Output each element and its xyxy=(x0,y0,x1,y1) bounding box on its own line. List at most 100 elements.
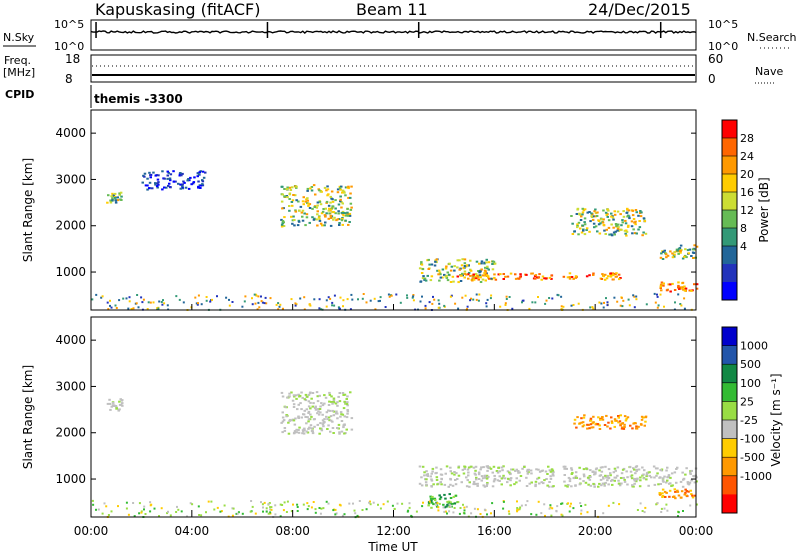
power-cell xyxy=(582,228,585,231)
vel-cell xyxy=(292,419,296,422)
vel-clutter-cell xyxy=(462,503,464,506)
power-cell xyxy=(642,217,646,220)
vel-cell xyxy=(645,473,649,476)
power-cell xyxy=(622,210,625,213)
vel-clutter-cell xyxy=(223,504,226,507)
power-cell xyxy=(449,269,453,272)
vel-cell xyxy=(540,470,543,472)
vel-cell xyxy=(621,426,624,429)
vel-cell xyxy=(330,401,333,403)
power-clutter-cell xyxy=(613,296,616,299)
power-cell xyxy=(611,216,615,219)
vel-cell xyxy=(676,466,679,469)
power-clutter-cell xyxy=(656,293,658,296)
power-cell xyxy=(518,276,522,279)
vel-cell xyxy=(659,483,662,485)
vel-cell xyxy=(660,468,664,471)
vel-cell xyxy=(491,471,494,474)
vel-cell xyxy=(423,471,426,474)
power-cell xyxy=(201,184,205,187)
noise-trace xyxy=(90,22,697,38)
power-clutter-cell xyxy=(469,299,472,302)
power-clutter-cell xyxy=(472,298,475,301)
power-cell xyxy=(463,262,467,265)
power-cell xyxy=(612,231,616,234)
vel-cell xyxy=(525,485,529,487)
power-cell xyxy=(288,186,292,189)
vel-cell xyxy=(427,502,431,505)
vel-cell xyxy=(474,473,477,476)
power-cell xyxy=(583,208,587,211)
vel-cell xyxy=(658,492,661,494)
vel-clutter-cell xyxy=(689,504,692,507)
power-cell xyxy=(347,185,350,188)
power-cell xyxy=(491,263,494,265)
vel-cell xyxy=(570,467,573,470)
power-cell xyxy=(576,225,579,227)
power-cell xyxy=(471,274,475,277)
vel-cell xyxy=(526,470,529,473)
power-cell xyxy=(625,230,629,233)
power-cell xyxy=(471,277,475,280)
power-clutter-cell xyxy=(152,301,155,304)
power-cell xyxy=(306,197,309,200)
vel-cell xyxy=(638,485,642,488)
vel-clutter-cell xyxy=(207,500,210,503)
vel-cell xyxy=(291,399,295,402)
vel-cell xyxy=(633,482,636,485)
vel-cell xyxy=(680,490,684,493)
power-cell xyxy=(346,207,349,210)
vel-cell xyxy=(340,430,344,433)
vel-cell xyxy=(599,418,602,421)
vel-cell xyxy=(563,480,566,483)
vel-cell xyxy=(320,429,324,432)
power-cell xyxy=(615,224,618,227)
vel-cell xyxy=(600,470,604,473)
vel-cell xyxy=(633,479,637,482)
power-cell xyxy=(291,186,294,189)
vel-cell xyxy=(591,471,594,473)
power-cell xyxy=(198,173,201,176)
power-cell xyxy=(628,217,631,220)
vel-clutter-cell xyxy=(231,514,234,517)
power-cell xyxy=(445,276,449,279)
power-cell xyxy=(660,252,663,255)
vel-cell xyxy=(487,467,490,470)
vel-cell xyxy=(321,423,325,426)
vel-cell xyxy=(325,415,328,418)
vel-cell xyxy=(328,400,331,403)
vel-clutter-cell xyxy=(296,506,299,508)
vel-clutter-cell xyxy=(343,513,346,516)
power-cell xyxy=(336,188,340,191)
date-title: 24/Dec/2015 xyxy=(588,0,691,19)
power-clutter-cell xyxy=(135,302,138,305)
power-clutter-cell xyxy=(244,295,247,298)
vel-clutter-cell xyxy=(149,501,152,504)
vel-cell xyxy=(343,400,346,403)
power-cell xyxy=(341,191,344,194)
power-clutter-cell xyxy=(433,298,436,301)
vel-clutter-cell xyxy=(643,511,646,514)
vel-cell xyxy=(310,397,313,400)
power-clutter-cell xyxy=(411,296,414,299)
power-cell xyxy=(120,195,123,198)
power-cell xyxy=(688,248,692,251)
vel-cbar-tick-label: 25 xyxy=(740,395,754,408)
vel-cell xyxy=(656,467,659,470)
vel-clutter-cell xyxy=(463,509,466,512)
power-cell xyxy=(346,214,350,217)
power-cell xyxy=(341,189,345,192)
vel-cell xyxy=(309,424,313,427)
x-tick-label: 04:00 xyxy=(175,524,210,538)
vel-cell xyxy=(313,425,316,428)
power-clutter-cell xyxy=(309,304,312,307)
power-cell xyxy=(441,268,445,271)
vel-cell xyxy=(540,481,543,484)
power-cell xyxy=(457,281,460,284)
power-clutter-cell xyxy=(572,304,575,306)
vel-cell xyxy=(429,497,433,500)
power-clutter-cell xyxy=(431,302,434,305)
power-cell xyxy=(677,286,680,289)
vel-cell xyxy=(327,416,331,419)
power-cell xyxy=(157,181,160,184)
